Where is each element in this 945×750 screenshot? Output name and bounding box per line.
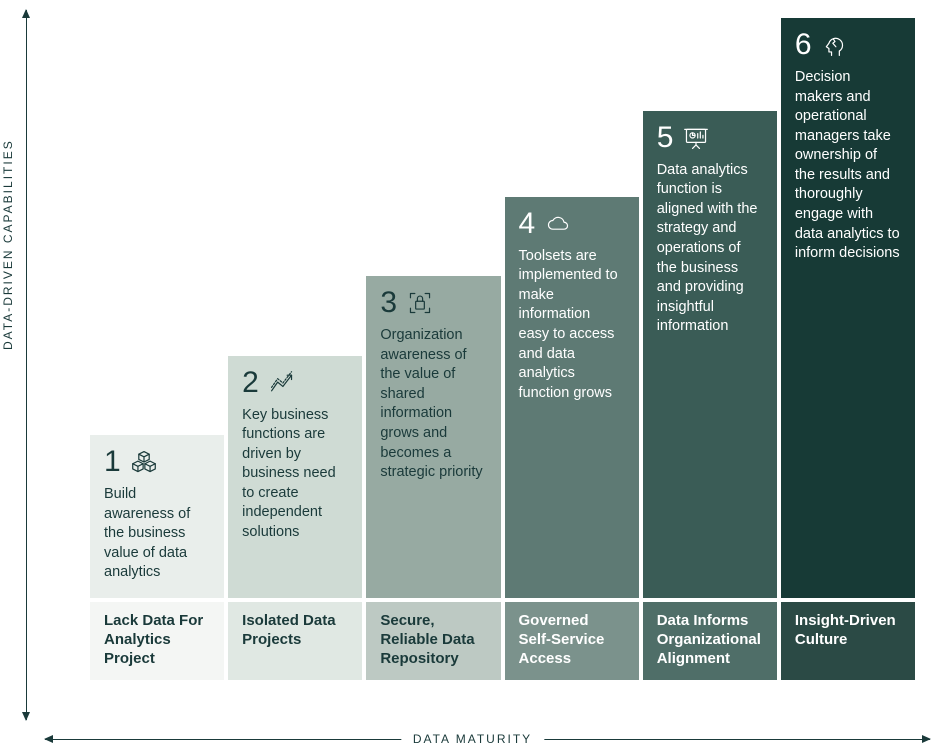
stage-number: 4 [519, 209, 536, 239]
stage-number: 1 [104, 447, 121, 477]
stage-label: Secure, Reliable Data Repository [366, 602, 500, 680]
spacer [643, 18, 777, 111]
stage-main: 2 Key business functions are driven by b… [228, 356, 362, 598]
stage-description: Decision makers and operational managers… [795, 68, 901, 264]
stage-column: 6 Decision makers and operational manage… [781, 18, 915, 680]
stage-number: 6 [795, 30, 812, 60]
chart-columns: 1 Build awareness of the business value … [90, 18, 915, 680]
x-axis-label: DATA MATURITY [401, 732, 544, 746]
stage-label: Governed Self-Service Access [505, 602, 639, 680]
stage-number: 2 [242, 368, 259, 398]
stage-header: 6 [795, 30, 901, 60]
cloud-icon [545, 211, 571, 237]
stage-number: 3 [380, 288, 397, 318]
stage-description: Build awareness of the business value of… [104, 485, 210, 583]
stage-header: 4 [519, 209, 625, 239]
stage-header: 5 [657, 123, 763, 153]
stage-number: 5 [657, 123, 674, 153]
stage-column: 2 Key business functions are driven by b… [228, 18, 362, 680]
stage-description: Organization awareness of the value of s… [380, 326, 486, 483]
cubes-icon [131, 449, 157, 475]
stage-description: Key business functions are driven by bus… [242, 406, 348, 543]
stage-main: 1 Build awareness of the business value … [90, 435, 224, 598]
y-axis-line [26, 10, 27, 720]
growth-chart-icon [269, 370, 295, 396]
stage-label: Insight-Driven Culture [781, 602, 915, 680]
stage-header: 2 [242, 368, 348, 398]
stage-label: Lack Data For Analytics Project [90, 602, 224, 680]
stage-description: Toolsets are implemented to make informa… [519, 247, 625, 404]
stage-main: 5 Data analytics function is aligned wit… [643, 111, 777, 598]
spacer [228, 18, 362, 356]
stage-main: 4 Toolsets are implemented to make infor… [505, 197, 639, 598]
y-axis-label: DATA-DRIVEN CAPABILITIES [1, 139, 15, 350]
stage-label: Isolated Data Projects [228, 602, 362, 680]
maturity-chart: 1 Build awareness of the business value … [45, 10, 930, 710]
secure-lock-icon [407, 290, 433, 316]
stage-header: 1 [104, 447, 210, 477]
stage-main: 3 Organization awareness of the value of… [366, 276, 500, 598]
spacer [505, 18, 639, 197]
stage-description: Data analytics function is aligned with … [657, 161, 763, 337]
stage-main: 6 Decision makers and operational manage… [781, 18, 915, 598]
stage-column: 4 Toolsets are implemented to make infor… [505, 18, 639, 680]
stage-column: 5 Data analytics function is aligned wit… [643, 18, 777, 680]
presentation-board-icon [683, 125, 709, 151]
stage-label: Data Informs Organizational Alignment [643, 602, 777, 680]
stage-column: 1 Build awareness of the business value … [90, 18, 224, 680]
stage-column: 3 Organization awareness of the value of… [366, 18, 500, 680]
innovation-head-icon [822, 32, 848, 58]
stage-header: 3 [380, 288, 486, 318]
spacer [366, 18, 500, 276]
spacer [90, 18, 224, 435]
